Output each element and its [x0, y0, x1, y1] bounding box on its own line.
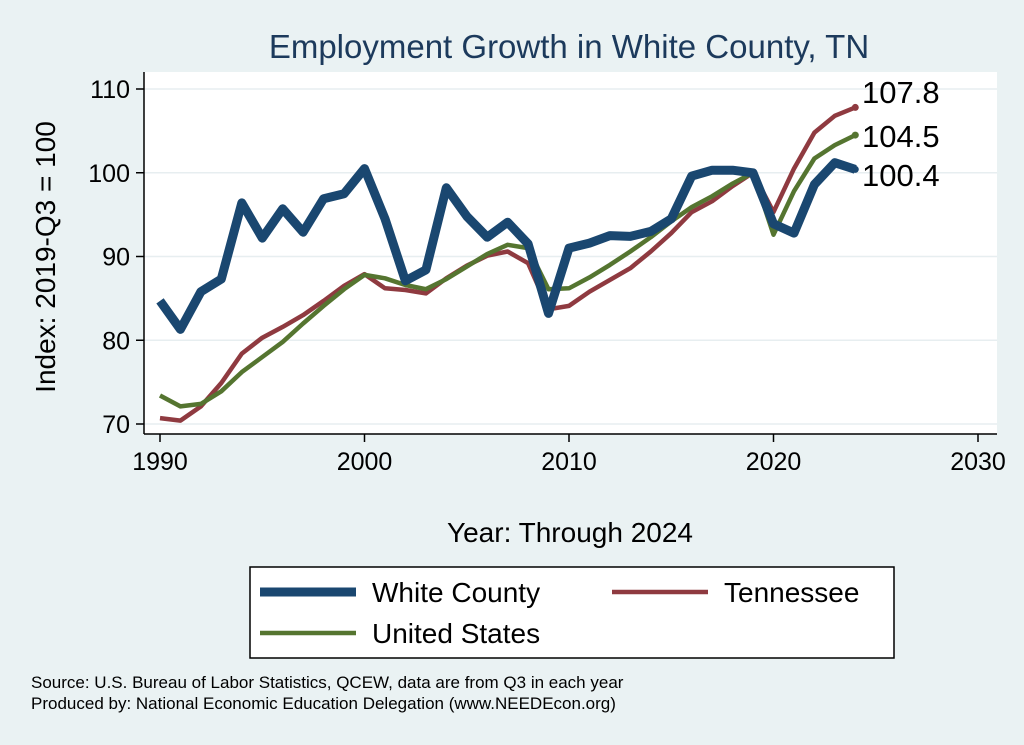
end-label-2: 104.5: [862, 119, 940, 154]
legend-label-2: United States: [372, 618, 540, 649]
x-tick-label-2000: 2000: [337, 448, 393, 476]
axes: [143, 72, 997, 435]
end-label-0: 100.4: [862, 158, 940, 193]
x-axis-title: Year: Through 2024: [447, 517, 693, 548]
series-line-2: [158, 133, 857, 409]
legend-box: [249, 566, 895, 659]
y-tick-label-70: 70: [102, 411, 130, 439]
series-line-0: [156, 158, 857, 334]
end-point-2: [851, 131, 859, 139]
series-lines: [156, 105, 857, 423]
y-tick-label-90: 90: [102, 244, 130, 272]
ticks: 70 80 90 100 110 1990 2000 2010 2020 2030: [88, 76, 1006, 476]
x-tick-label-2020: 2020: [746, 448, 802, 476]
x-tick-label-2030: 2030: [950, 448, 1006, 476]
produced-by-note: Produced by: National Economic Education…: [31, 694, 616, 713]
y-tick-label-110: 110: [90, 76, 130, 104]
legend: White County Tennessee United States: [249, 566, 895, 659]
x-tick-label-1990: 1990: [132, 448, 188, 476]
end-labels: 100.4 107.8 104.5: [851, 75, 940, 193]
x-tick-label-2010: 2010: [541, 448, 597, 476]
end-point-1: [851, 103, 859, 111]
chart-title: Employment Growth in White County, TN: [269, 28, 869, 65]
y-tick-label-100: 100: [88, 160, 130, 188]
legend-label-1: Tennessee: [724, 577, 859, 608]
y-axis-title: Index: 2019-Q3 = 100: [30, 121, 61, 393]
legend-label-0: White County: [372, 577, 540, 608]
source-note: Source: U.S. Bureau of Labor Statistics,…: [31, 673, 624, 692]
y-tick-label-80: 80: [102, 327, 130, 355]
end-label-1: 107.8: [862, 75, 940, 110]
end-point-0: [851, 165, 859, 173]
